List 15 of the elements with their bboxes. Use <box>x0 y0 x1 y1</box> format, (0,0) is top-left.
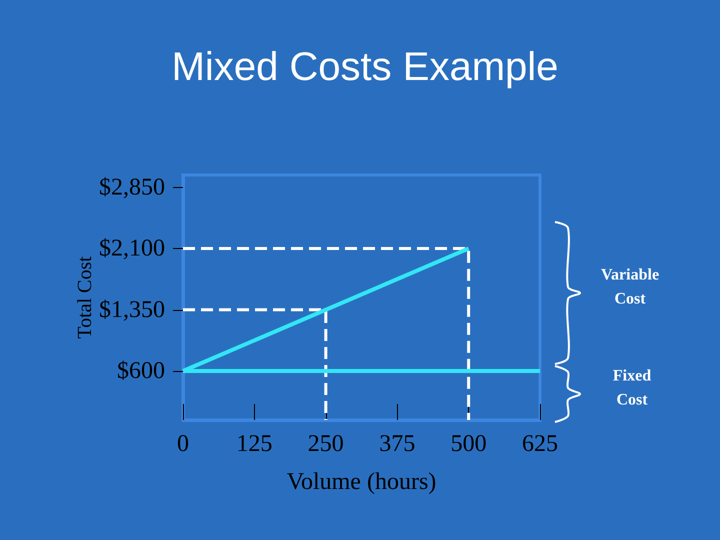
x-axis-title: Volume (hours) <box>286 469 436 495</box>
y-tick-label: $2,850 <box>99 174 165 200</box>
x-tick-label: 625 <box>522 431 558 457</box>
y-tick-label: $2,100 <box>99 236 165 262</box>
chart-title: Mixed Costs Example <box>172 45 558 89</box>
x-tick-label: 500 <box>450 431 487 457</box>
text: Fixed Cost <box>612 368 652 408</box>
x-tick-label: 0 <box>177 431 189 457</box>
y-tick-label: $600 <box>117 358 165 384</box>
y-tick-label: $1,350 <box>99 296 165 323</box>
x-tick-label: 375 <box>379 431 416 457</box>
x-tick-label: 125 <box>236 431 272 457</box>
y-axis-title: Total Cost <box>74 256 96 339</box>
x-tick-label: 250 <box>308 431 344 457</box>
text: Variable Cost <box>600 266 660 308</box>
